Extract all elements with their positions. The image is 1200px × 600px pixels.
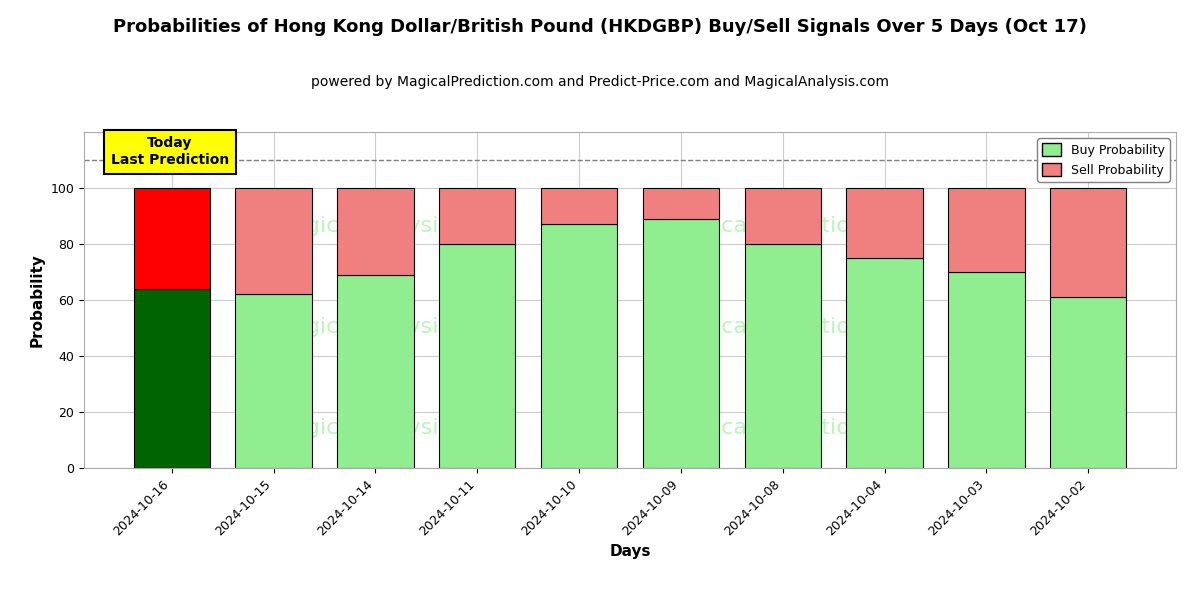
Bar [744, 244, 821, 468]
Text: Today
Last Prediction: Today Last Prediction [110, 136, 229, 167]
Bar [846, 188, 923, 258]
Bar [337, 188, 414, 275]
Bar [846, 258, 923, 468]
Bar [337, 275, 414, 468]
Bar [235, 295, 312, 468]
Bar [541, 188, 617, 224]
Text: MagicalAnalysis.com: MagicalAnalysis.com [274, 418, 505, 437]
Bar [133, 289, 210, 468]
Bar [948, 188, 1025, 272]
Bar [1050, 188, 1127, 297]
Text: MagicalAnalysis.com: MagicalAnalysis.com [274, 216, 505, 236]
Legend: Buy Probability, Sell Probability: Buy Probability, Sell Probability [1037, 138, 1170, 182]
Bar [541, 224, 617, 468]
Text: Probabilities of Hong Kong Dollar/British Pound (HKDGBP) Buy/Sell Signals Over 5: Probabilities of Hong Kong Dollar/Britis… [113, 18, 1087, 36]
Bar [439, 188, 516, 244]
Y-axis label: Probability: Probability [30, 253, 44, 347]
Bar [744, 188, 821, 244]
Text: MagicalPrediction.com: MagicalPrediction.com [668, 317, 919, 337]
Bar [1050, 297, 1127, 468]
X-axis label: Days: Days [610, 544, 650, 559]
Bar [948, 272, 1025, 468]
Bar [643, 188, 719, 219]
Bar [643, 219, 719, 468]
Bar [133, 188, 210, 289]
Text: MagicalPrediction.com: MagicalPrediction.com [668, 418, 919, 437]
Text: MagicalPrediction.com: MagicalPrediction.com [668, 216, 919, 236]
Bar [439, 244, 516, 468]
Bar [235, 188, 312, 295]
Text: powered by MagicalPrediction.com and Predict-Price.com and MagicalAnalysis.com: powered by MagicalPrediction.com and Pre… [311, 75, 889, 89]
Text: MagicalAnalysis.com: MagicalAnalysis.com [274, 317, 505, 337]
